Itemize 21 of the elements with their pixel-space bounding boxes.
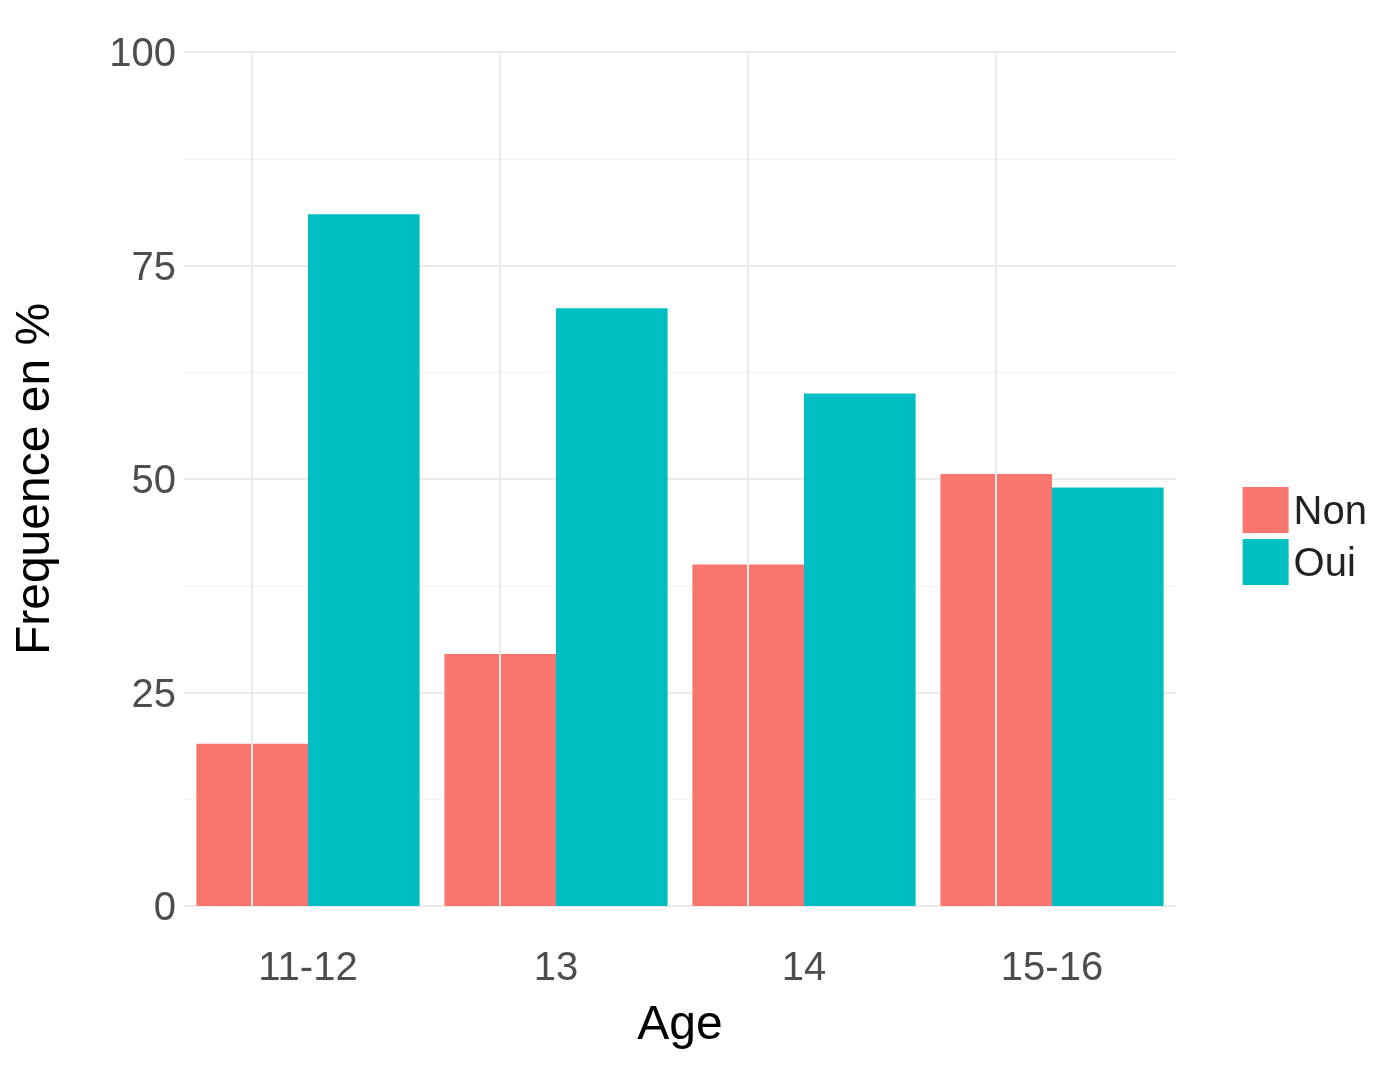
x-tick-label: 13	[533, 944, 579, 988]
bar	[556, 308, 668, 906]
y-tick-label: 75	[131, 243, 176, 288]
x-axis-title: Age	[637, 995, 723, 1049]
bar	[804, 393, 916, 906]
x-tick-label: 11-12	[258, 944, 358, 988]
bar	[940, 473, 1052, 906]
y-tick-label: 25	[131, 670, 176, 715]
bar	[444, 654, 556, 906]
legend-label: Non	[1293, 488, 1368, 532]
bar	[1052, 487, 1164, 906]
bar	[196, 743, 308, 906]
y-axis-title: Frequence en %	[5, 302, 59, 656]
legend-label: Oui	[1293, 540, 1356, 584]
bar	[692, 564, 804, 906]
x-tick-label: 15-16	[1000, 944, 1104, 988]
y-tick-label: 50	[131, 457, 176, 501]
y-tick-label: 0	[153, 884, 176, 928]
bar	[308, 214, 420, 906]
x-tick-label: 14	[781, 944, 827, 988]
y-tick-label: 100	[109, 30, 176, 74]
